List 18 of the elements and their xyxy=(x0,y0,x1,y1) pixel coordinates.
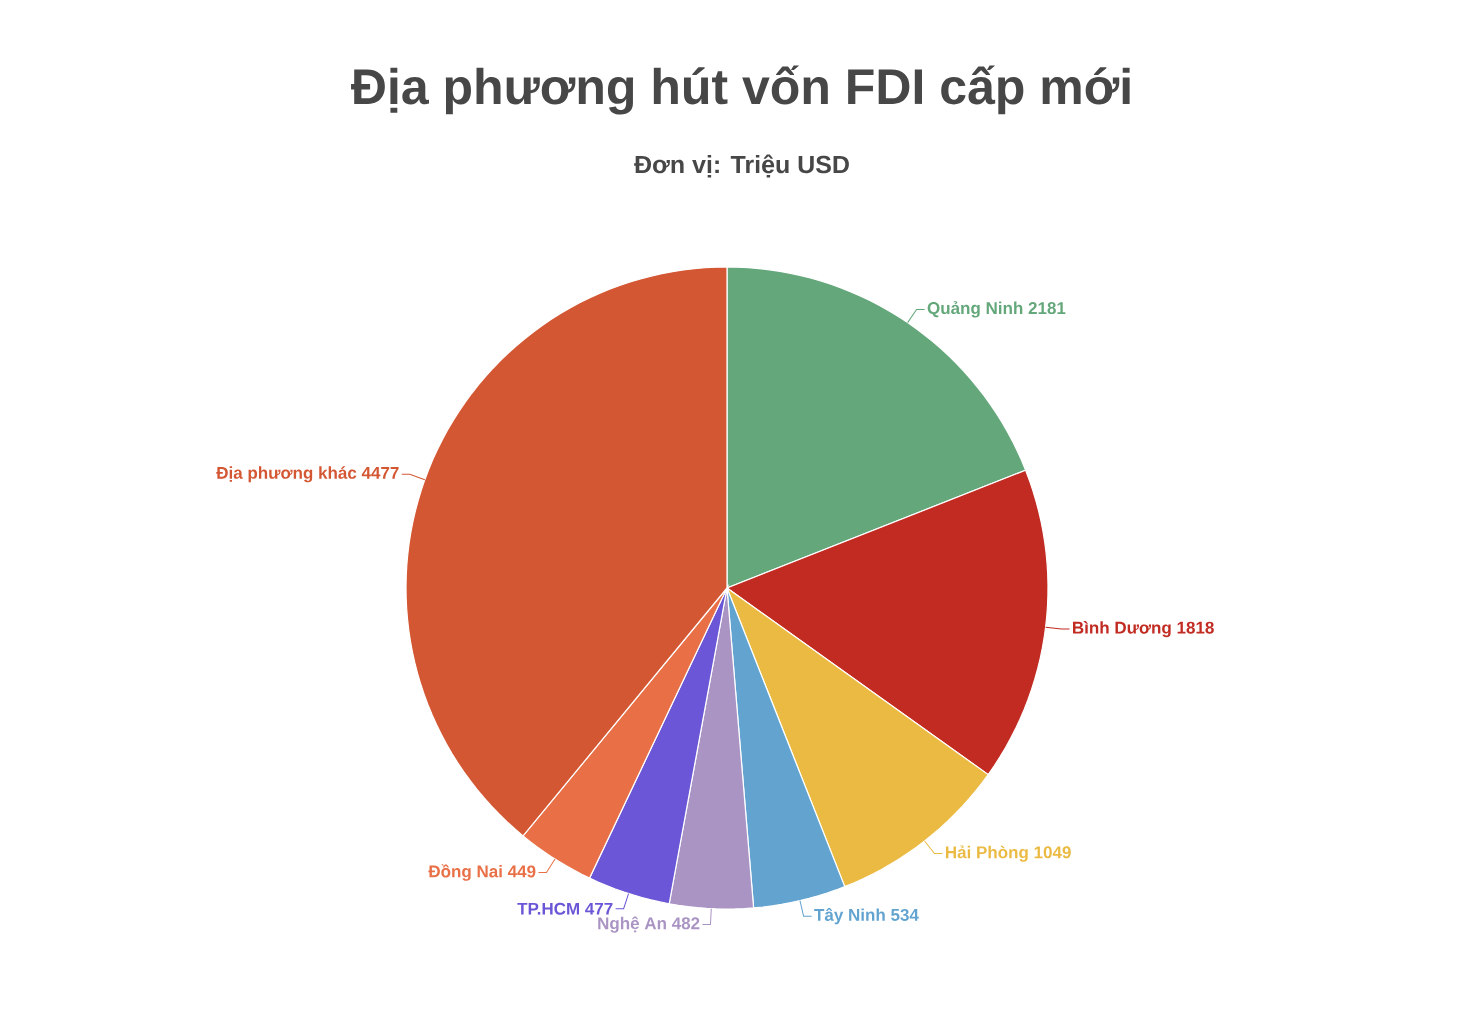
slice-label: Đồng Nai xyxy=(428,864,502,881)
slice-label: Bình Dương xyxy=(1073,621,1171,638)
chart-subtitle: Đơn vị: Triệu USD xyxy=(634,154,849,178)
slice-label: Quảng Ninh xyxy=(927,301,1023,318)
slice-label: TP.HCM xyxy=(517,902,579,915)
data-label: 477 xyxy=(585,902,613,915)
slice-label: Địa phương khác xyxy=(216,466,357,483)
slice-label: Nghệ An xyxy=(598,916,666,933)
chart-title: Địa phương hút vốn FDI cấp mới xyxy=(351,65,1130,115)
data-label: 449 xyxy=(507,865,536,878)
data-label: 1049 xyxy=(1034,846,1071,859)
slice-label: Hải Phòng xyxy=(945,845,1028,862)
data-label: 2181 xyxy=(1028,302,1066,315)
slice-label: Tây Ninh xyxy=(814,908,885,925)
data-label: 4477 xyxy=(361,467,399,479)
data-label: 482 xyxy=(671,917,700,930)
data-label: 1818 xyxy=(1177,621,1214,634)
data-label: 534 xyxy=(891,908,919,921)
